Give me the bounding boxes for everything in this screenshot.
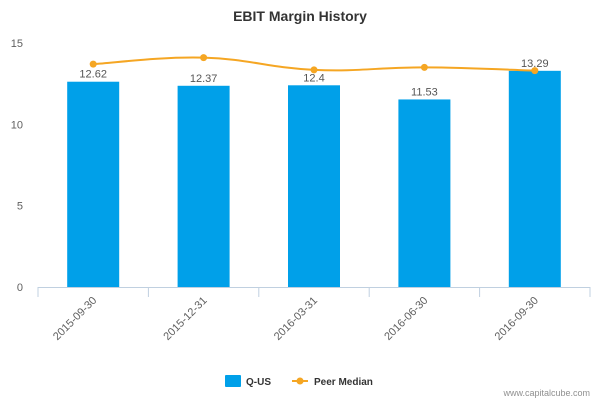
bar-data-label: 12.37	[190, 73, 218, 85]
legend-label-q-us: Q-US	[246, 377, 271, 388]
bar-q-us	[67, 81, 120, 288]
y-tick-label: 15	[11, 38, 23, 50]
peer-median-point	[310, 66, 318, 74]
peer-median-point	[89, 60, 97, 68]
peer-median-point	[200, 54, 208, 62]
chart-title: EBIT Margin History	[233, 8, 367, 24]
peer-median-point	[420, 63, 428, 71]
y-tick-label: 10	[11, 119, 23, 131]
bar-data-label: 12.4	[303, 72, 324, 84]
bar-data-label: 11.53	[411, 86, 438, 98]
x-tick-label: 2016-09-30	[493, 295, 541, 343]
legend[interactable]: Q-US Peer Median	[225, 375, 373, 388]
bar-data-label: 12.62	[79, 69, 107, 81]
legend-label-peer-median: Peer Median	[314, 377, 373, 388]
x-tick-label: 2016-03-31	[272, 295, 320, 343]
y-tick-label: 0	[17, 282, 23, 294]
x-tick-label: 2015-09-30	[51, 295, 99, 343]
x-tick-label: 2016-06-30	[382, 295, 430, 343]
bar-data-label: 13.29	[521, 58, 549, 70]
y-tick-label: 5	[17, 201, 23, 213]
data-labels-group: 12.62 12.37 12.4 11.53 13.29	[79, 58, 548, 99]
peer-median-point	[531, 67, 539, 75]
legend-swatch-q-us	[225, 375, 241, 387]
credit-text: www.capitalcube.com	[502, 388, 590, 398]
bar-q-us	[288, 85, 340, 287]
peer-median-line-group	[89, 54, 539, 75]
legend-marker-peer-median	[296, 377, 304, 385]
bar-q-us	[398, 99, 451, 287]
x-tick-label: 2015-12-31	[161, 295, 209, 343]
legend-item-peer-median[interactable]: Peer Median	[292, 377, 373, 388]
legend-item-q-us[interactable]: Q-US	[225, 375, 271, 388]
bar-q-us	[508, 70, 561, 287]
bar-q-us	[177, 85, 230, 287]
bars-group	[67, 70, 561, 288]
